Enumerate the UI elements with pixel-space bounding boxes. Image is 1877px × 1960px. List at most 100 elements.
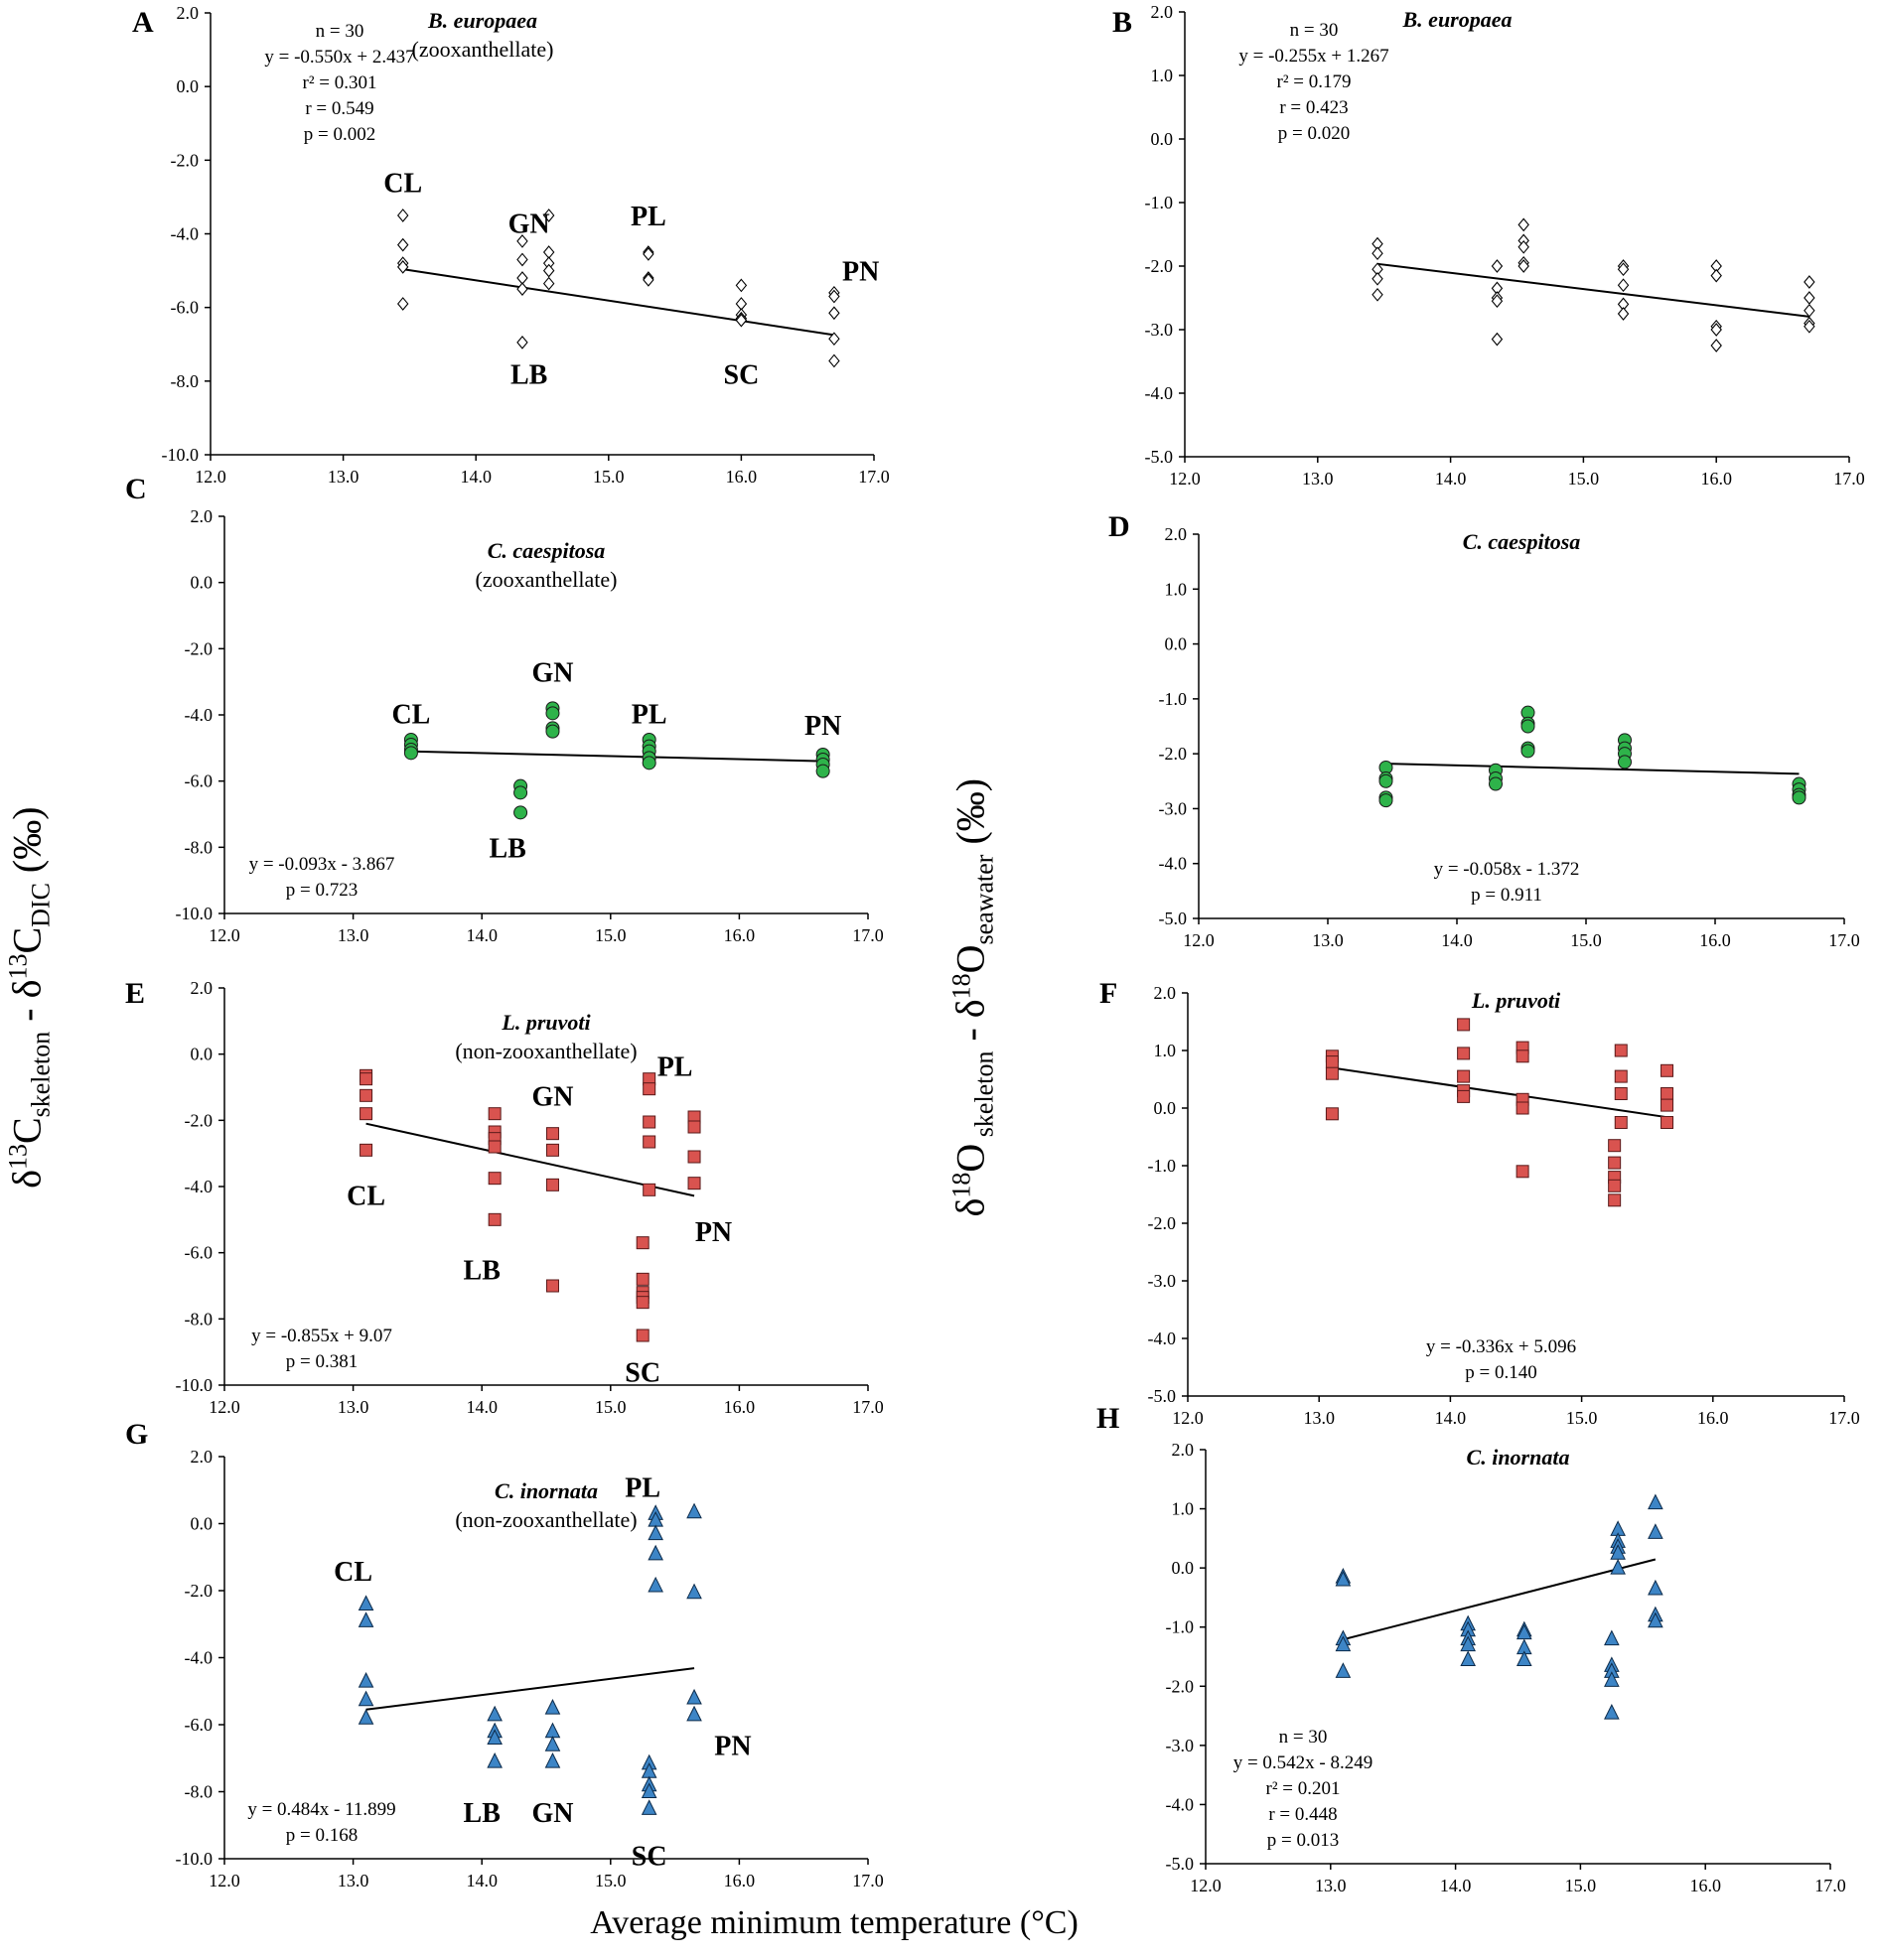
data-point: [1614, 1087, 1628, 1100]
data-point: [1516, 1050, 1529, 1063]
trend-line: [410, 750, 823, 763]
data-point: [1710, 323, 1722, 337]
panel-D: D -5.0 -4.0 -3.0 -2.0 -1.0 0.0 1.0 2.0 12.0 13.0 14…: [1108, 510, 1860, 950]
stats-line: r² = 0.179: [1277, 71, 1352, 92]
stats-line: y = -0.855x + 9.07: [251, 1326, 392, 1346]
stats-line: y = -0.093x - 3.867: [249, 854, 395, 875]
data-point: [1517, 239, 1529, 254]
data-point: [643, 247, 654, 261]
site-label: PN: [842, 257, 879, 288]
data-point: [686, 1502, 702, 1519]
x-tick-label: 16.0: [724, 1871, 756, 1890]
data-point: [544, 1699, 561, 1715]
site-label: PL: [632, 699, 667, 730]
data-point: [1804, 275, 1815, 289]
data-point: [545, 1143, 559, 1157]
data-point: [687, 1150, 701, 1164]
x-tick-label: 13.0: [338, 1397, 369, 1417]
stats-line: p = 0.723: [286, 880, 358, 901]
data-point: [1516, 1650, 1532, 1666]
data-point: [1617, 278, 1630, 293]
x-tick-label: 13.0: [1315, 1876, 1347, 1895]
stats-line: n = 30: [1290, 20, 1339, 41]
panel-letter: E: [125, 977, 145, 1010]
data-point: [1617, 262, 1630, 277]
data-point: [828, 306, 840, 321]
data-point: [1618, 755, 1632, 770]
x-tick-label: 13.0: [1303, 1408, 1335, 1428]
stats-line: r = 0.423: [1279, 97, 1348, 118]
x-axis-label: Average minimum temperature (°C): [590, 1904, 1079, 1941]
stats-line: p = 0.140: [1465, 1362, 1536, 1383]
data-point: [1610, 1559, 1626, 1575]
y-tick-label: -2.0: [1159, 744, 1188, 764]
data-point: [641, 1799, 657, 1815]
stats-line: p = 0.013: [1267, 1830, 1339, 1851]
x-tick-label: 12.0: [1172, 1408, 1204, 1428]
site-label: GN: [531, 658, 573, 689]
data-point: [1520, 744, 1535, 759]
panel-letter: G: [125, 1418, 148, 1451]
data-point: [1457, 1089, 1471, 1103]
data-point: [1372, 271, 1383, 286]
data-point: [1614, 1069, 1628, 1083]
y-tick-label: -2.0: [1145, 256, 1174, 276]
x-tick-label: 13.0: [1312, 930, 1344, 950]
data-point: [542, 245, 555, 259]
y-tick-label: -2.0: [185, 1110, 214, 1130]
data-point: [1516, 1165, 1529, 1179]
data-point: [1489, 776, 1503, 791]
chart-subtitle: (zooxanthellate): [412, 37, 554, 62]
x-tick-label: 13.0: [1302, 469, 1334, 489]
x-tick-label: 13.0: [328, 467, 360, 487]
y-tick-label: -1.0: [1159, 689, 1188, 709]
y-tick-label: -4.0: [1159, 854, 1188, 874]
y-tick-label: 0.0: [191, 1514, 214, 1534]
y-tick-label: -2.0: [1148, 1213, 1177, 1233]
site-label: GN: [508, 209, 550, 239]
data-point: [488, 1212, 502, 1226]
x-tick-label: 15.0: [1568, 469, 1600, 489]
data-point: [1491, 259, 1504, 273]
data-point: [545, 1178, 559, 1191]
data-point: [686, 1583, 702, 1600]
x-tick-label: 12.0: [1190, 1876, 1222, 1895]
y-tick-label: 0.0: [1154, 1098, 1177, 1118]
data-point: [1614, 1116, 1628, 1129]
data-point: [1372, 287, 1383, 302]
site-label: PL: [625, 1472, 660, 1503]
y-tick-label: 2.0: [1172, 1440, 1195, 1460]
y-tick-label: 2.0: [1165, 524, 1188, 544]
x-tick-label: 15.0: [1565, 1876, 1597, 1895]
trend-line: [365, 1122, 695, 1197]
data-point: [513, 785, 528, 800]
site-label: PN: [714, 1731, 751, 1761]
x-tick-label: 15.0: [595, 1397, 627, 1417]
y-tick-label: 1.0: [1165, 579, 1188, 599]
data-point: [1517, 259, 1529, 273]
y-tick-label: 1.0: [1172, 1499, 1195, 1519]
panel-letter: B: [1112, 6, 1132, 39]
y-tick-label: -10.0: [176, 1375, 214, 1395]
x-tick-label: 16.0: [1689, 1876, 1721, 1895]
y-tick-label: -3.0: [1159, 798, 1188, 818]
chart-subtitle: (non-zooxanthellate): [455, 1039, 637, 1063]
site-label: GN: [531, 1798, 573, 1829]
data-point: [1660, 1116, 1674, 1129]
data-point: [544, 1736, 561, 1751]
data-point: [1648, 1493, 1663, 1510]
y-tick-label: -8.0: [185, 837, 214, 857]
chart-title: C. inornata: [1467, 1445, 1570, 1470]
data-point: [1335, 1662, 1352, 1678]
data-point: [1378, 793, 1393, 808]
y-tick-label: 0.0: [191, 573, 214, 593]
data-point: [641, 1782, 657, 1798]
data-point: [360, 1088, 373, 1102]
data-point: [488, 1107, 502, 1121]
stats-line: y = -0.255x + 1.267: [1238, 46, 1388, 67]
panel-E: E -10.0 -8.0 -6.0 -4.0 -2.0 0.0 2.0 12.0 13.0 14.0…: [125, 977, 884, 1417]
y-tick-label: 0.0: [1151, 129, 1174, 149]
data-point: [648, 1524, 663, 1541]
data-point: [1804, 291, 1815, 305]
data-point: [516, 336, 528, 350]
